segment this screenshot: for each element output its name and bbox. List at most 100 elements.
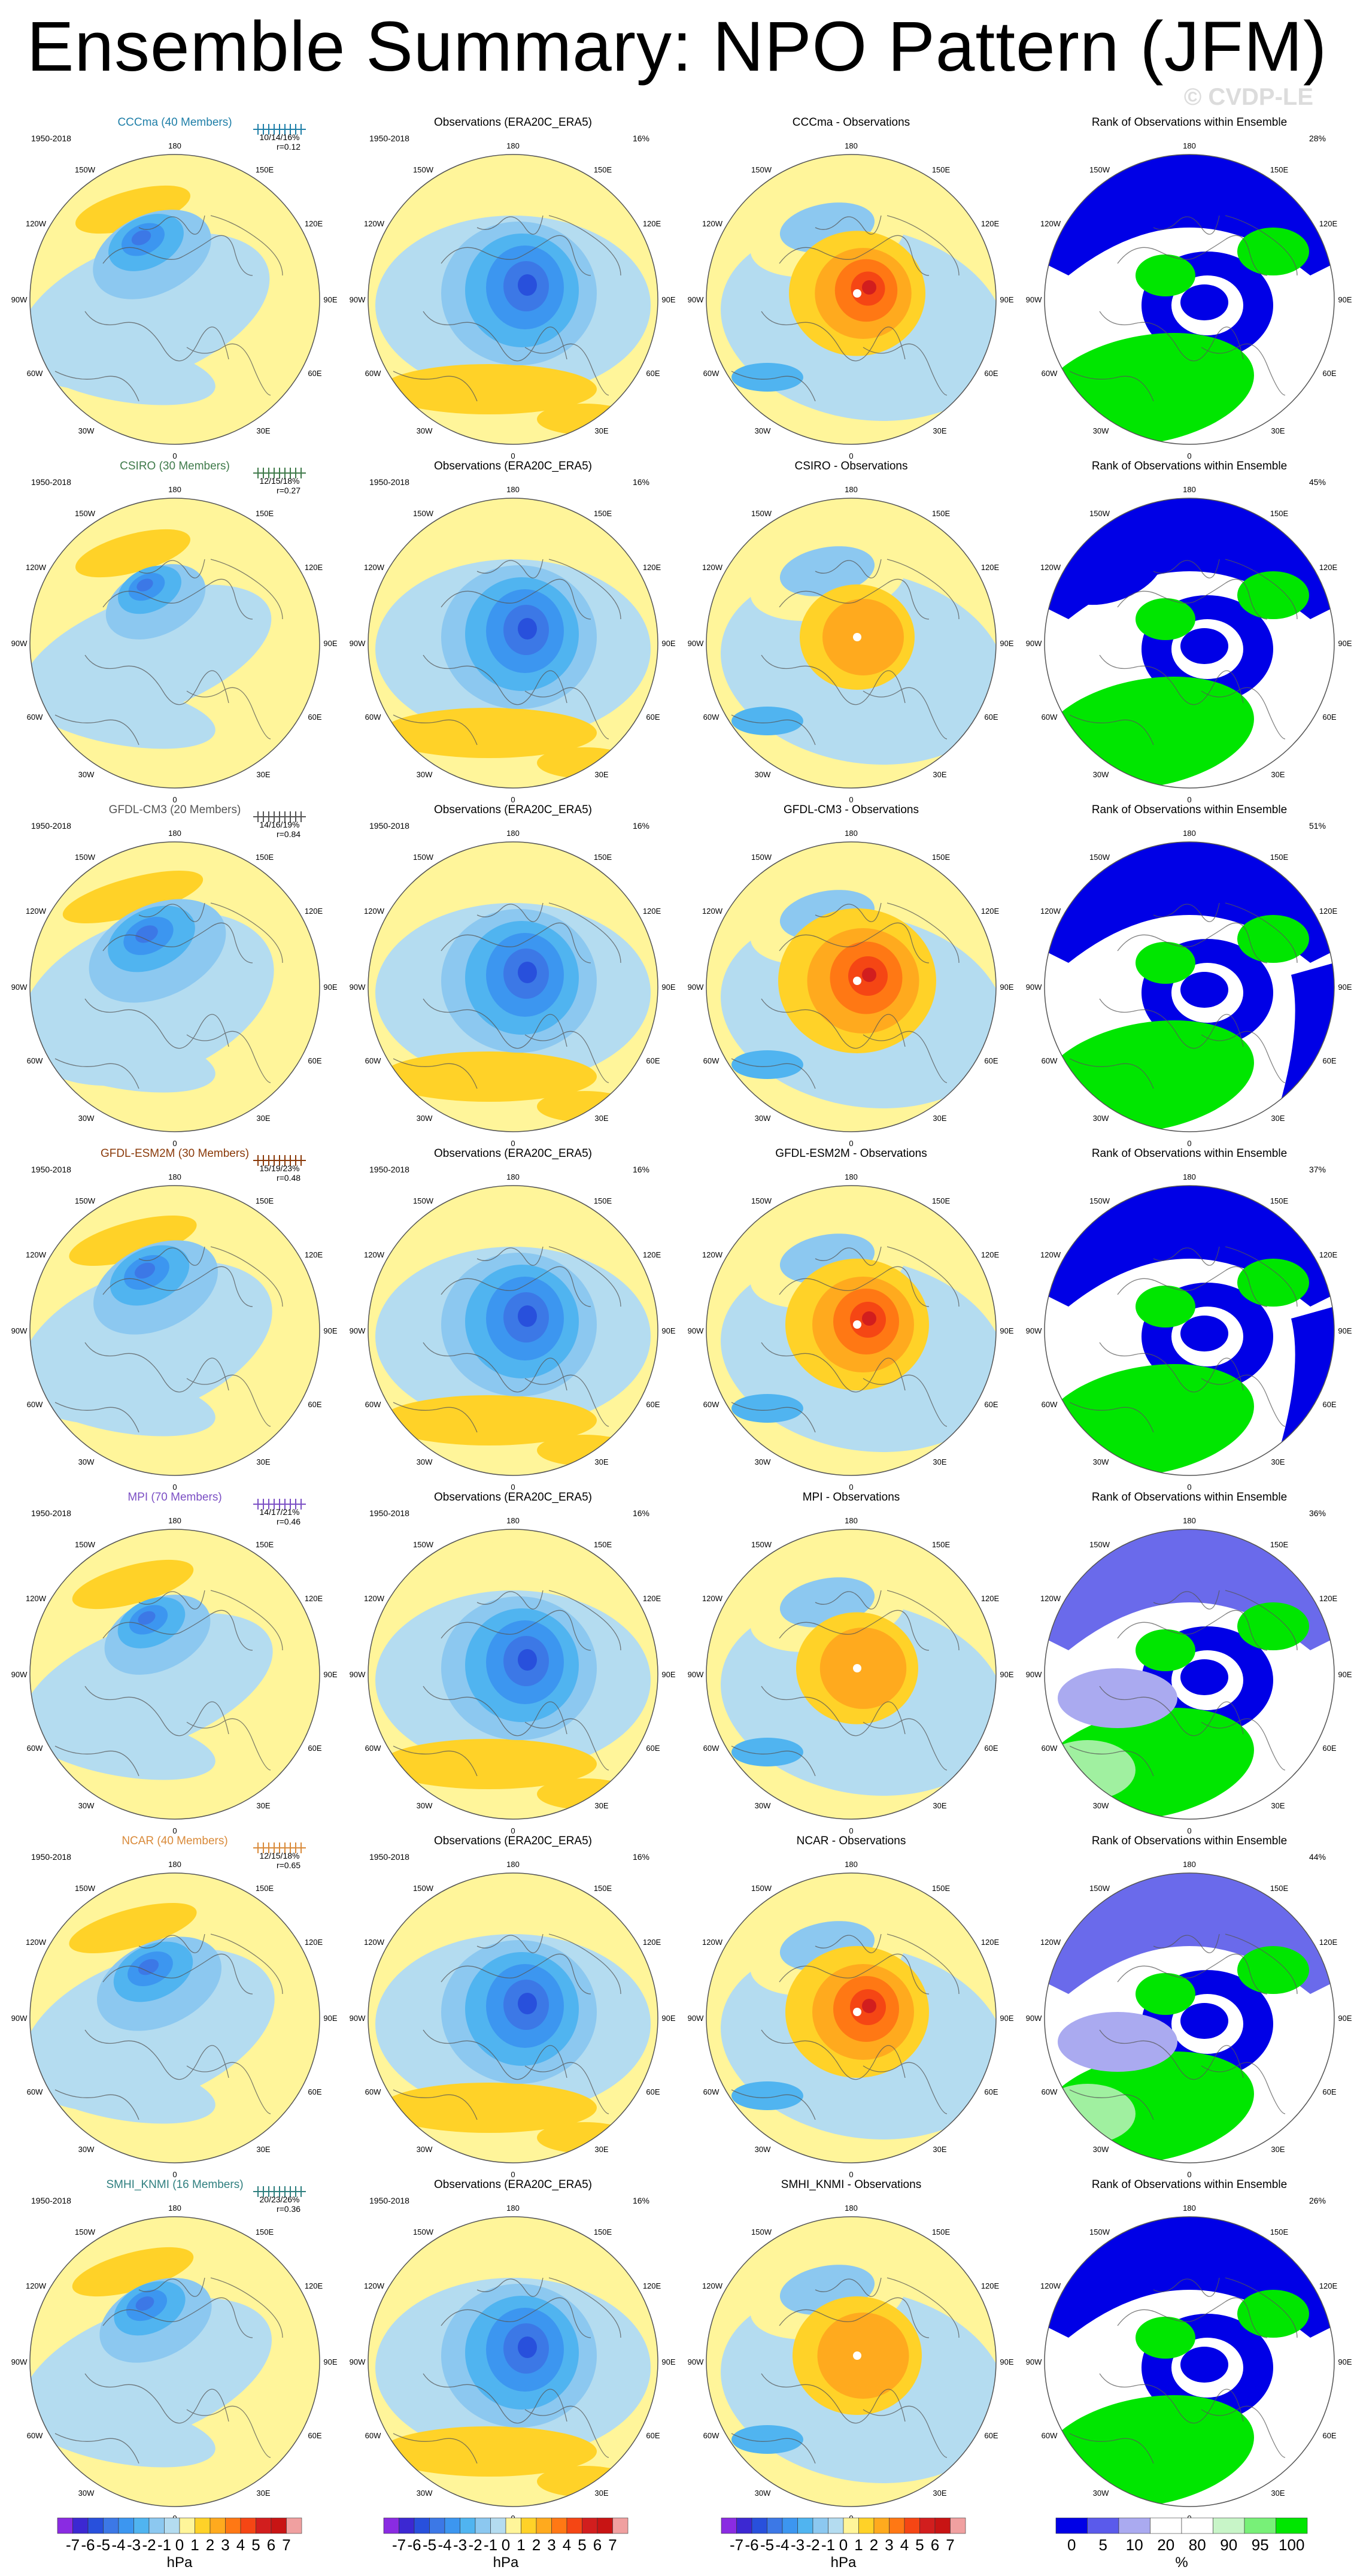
model-panel: SMHI_KNMI (16 Members) 1950-2018 20/23/26%… — [11, 2178, 338, 2523]
colorbar-tick-label: 3 — [547, 2536, 555, 2554]
rank-percent: 36% — [1309, 1508, 1326, 1518]
colorbar-swatch — [1244, 2517, 1276, 2534]
colorbar-tick-label: -4 — [775, 2536, 789, 2554]
longitude-label-top: 180 — [845, 1860, 858, 1869]
colorbar-swatch — [256, 2517, 272, 2534]
longitude-label-left: 90W — [688, 2014, 704, 2023]
longitude-label-mid_upper_right: 120E — [1319, 2281, 1338, 2290]
colorbar-swatch — [179, 2517, 195, 2534]
longitude-label-upper_right: 150E — [1270, 2228, 1289, 2236]
longitude-label-mid_lower_right: 60E — [308, 2431, 321, 2440]
colorbar-tick-label: 0 — [839, 2536, 848, 2554]
period-label: 1950-2018 — [31, 134, 71, 143]
pattern-correlation: r=0.27 — [277, 486, 300, 495]
longitude-label-bottom: 0 — [1187, 795, 1191, 804]
longitude-label-mid_upper_left: 120W — [26, 907, 47, 916]
colorbar-tick-label: 7 — [608, 2536, 617, 2554]
colorbar-swatch — [551, 2517, 567, 2534]
model-panel-title: MPI (70 Members) — [127, 1491, 221, 1504]
longitude-label-mid_lower_right: 60E — [308, 369, 321, 378]
period-label: 1950-2018 — [31, 2196, 71, 2205]
colorbar-tick-label: 1 — [854, 2536, 863, 2554]
longitude-label-bottom: 0 — [849, 1139, 853, 1148]
longitude-label-upper_right: 150E — [594, 165, 612, 174]
rank-percent: 28% — [1309, 134, 1326, 143]
difference-panel: SMHI_KNMI - Observations1800150W150E120W… — [688, 2178, 1014, 2523]
longitude-label-top: 180 — [1183, 829, 1196, 838]
pattern-correlation: r=0.84 — [277, 829, 300, 839]
longitude-label-mid_lower_left: 60W — [365, 713, 381, 722]
model-panel-title: CSIRO (30 Members) — [120, 460, 230, 472]
longitude-label-right: 90E — [661, 1670, 675, 1679]
longitude-label-top: 180 — [1183, 1516, 1196, 1525]
longitude-label-mid_upper_right: 120E — [643, 563, 661, 572]
model-panel: CSIRO (30 Members) 1950-2018 12/15/18%r=0.… — [11, 460, 338, 804]
longitude-label-upper_left: 150W — [751, 2228, 772, 2236]
longitude-label-mid_lower_right: 60E — [984, 1744, 998, 1753]
hpa-colorbar: -7 -6 -5 -4 -3 -2 -1 0 1 2 3 4 5 6 7 hPa — [57, 2517, 302, 2571]
longitude-label-upper_right: 150E — [594, 853, 612, 862]
period-label: 1950-2018 — [369, 1165, 409, 1174]
longitude-label-mid_lower_left: 60W — [27, 713, 43, 722]
longitude-label-mid_upper_left: 120W — [1040, 1594, 1061, 1603]
panel-row: GFDL-ESM2M (30 Members) 1950-2018 15/19/23… — [11, 1147, 1352, 1492]
longitude-label-mid_lower_right: 60E — [308, 2087, 321, 2096]
colorbar-swatch — [414, 2517, 430, 2534]
longitude-label-lower_right: 30E — [256, 770, 270, 779]
rank-panel: Rank of Observations within Ensemble 45% 1… — [1026, 460, 1352, 804]
longitude-label-lower_right: 30E — [1271, 1457, 1285, 1466]
period-label: 1950-2018 — [369, 134, 409, 143]
longitude-label-mid_upper_right: 120E — [305, 563, 323, 572]
longitude-label-mid_lower_left: 60W — [703, 2431, 719, 2440]
longitude-label-bottom: 0 — [849, 451, 853, 460]
colorbar-swatch — [566, 2517, 582, 2534]
colorbar-tick-label: -5 — [423, 2536, 436, 2554]
model-panel-title: GFDL-CM3 (20 Members) — [109, 804, 241, 816]
longitude-label-upper_left: 150W — [1089, 2228, 1110, 2236]
longitude-label-mid_lower_right: 60E — [1322, 1400, 1336, 1409]
longitude-label-lower_right: 30E — [256, 2489, 270, 2498]
longitude-label-mid_upper_left: 120W — [1040, 2281, 1061, 2290]
colorbar-tick-label: 2 — [870, 2536, 878, 2554]
longitude-label-lower_left: 30W — [755, 1114, 771, 1123]
panel-row: GFDL-CM3 (20 Members) 1950-2018 14/16/19%r… — [11, 804, 1352, 1148]
colorbar-unit-label: hPa — [493, 2554, 519, 2571]
longitude-label-lower_right: 30E — [594, 1801, 608, 1810]
longitude-label-left: 90W — [350, 639, 366, 648]
longitude-label-bottom: 0 — [511, 1826, 515, 1835]
period-label: 1950-2018 — [369, 477, 409, 487]
observations-panel-title: Observations (ERA20C_ERA5) — [434, 2178, 592, 2191]
rank-panel: Rank of Observations within Ensemble 28% 1… — [1026, 116, 1352, 460]
longitude-label-mid_upper_left: 120W — [364, 219, 385, 228]
colorbar-swatch — [767, 2517, 783, 2534]
colorbar-swatch — [475, 2517, 491, 2534]
colorbar-swatch — [429, 2517, 445, 2534]
longitude-label-lower_right: 30E — [1271, 1801, 1285, 1810]
longitude-label-mid_upper_left: 120W — [364, 2281, 385, 2290]
colorbar-tick-label: -1 — [157, 2536, 171, 2554]
colorbar-swatch — [597, 2517, 613, 2534]
observations-panel: Observations (ERA20C_ERA5) 1950-2018 16% 18… — [350, 460, 676, 804]
colorbar-swatch — [1118, 2517, 1150, 2534]
colorbar-swatch — [133, 2517, 150, 2534]
colorbar-swatch — [210, 2517, 226, 2534]
longitude-label-lower_right: 30E — [256, 1457, 270, 1466]
longitude-label-lower_left: 30W — [78, 770, 95, 779]
panel-row: CCCma (40 Members) 1950-2018 10/14/16%r=0.… — [11, 116, 1352, 460]
longitude-label-mid_lower_right: 60E — [646, 2087, 660, 2096]
longitude-label-upper_right: 150E — [594, 1884, 612, 1893]
rank-panel: Rank of Observations within Ensemble 44% 1… — [1026, 1835, 1352, 2179]
longitude-label-left: 90W — [350, 1670, 366, 1679]
longitude-label-mid_upper_left: 120W — [1040, 1250, 1061, 1259]
longitude-label-mid_upper_right: 120E — [1319, 1250, 1338, 1259]
longitude-label-left: 90W — [1026, 2357, 1042, 2366]
longitude-label-mid_upper_right: 120E — [305, 907, 323, 916]
longitude-label-mid_upper_left: 120W — [702, 219, 723, 228]
colorbar-tick-label: -2 — [806, 2536, 819, 2554]
longitude-label-lower_left: 30W — [417, 426, 433, 435]
longitude-label-upper_right: 150E — [1270, 853, 1289, 862]
longitude-label-left: 90W — [688, 639, 704, 648]
longitude-label-top: 180 — [845, 829, 858, 838]
longitude-label-top: 180 — [1183, 1172, 1196, 1181]
longitude-label-upper_left: 150W — [413, 1540, 434, 1549]
